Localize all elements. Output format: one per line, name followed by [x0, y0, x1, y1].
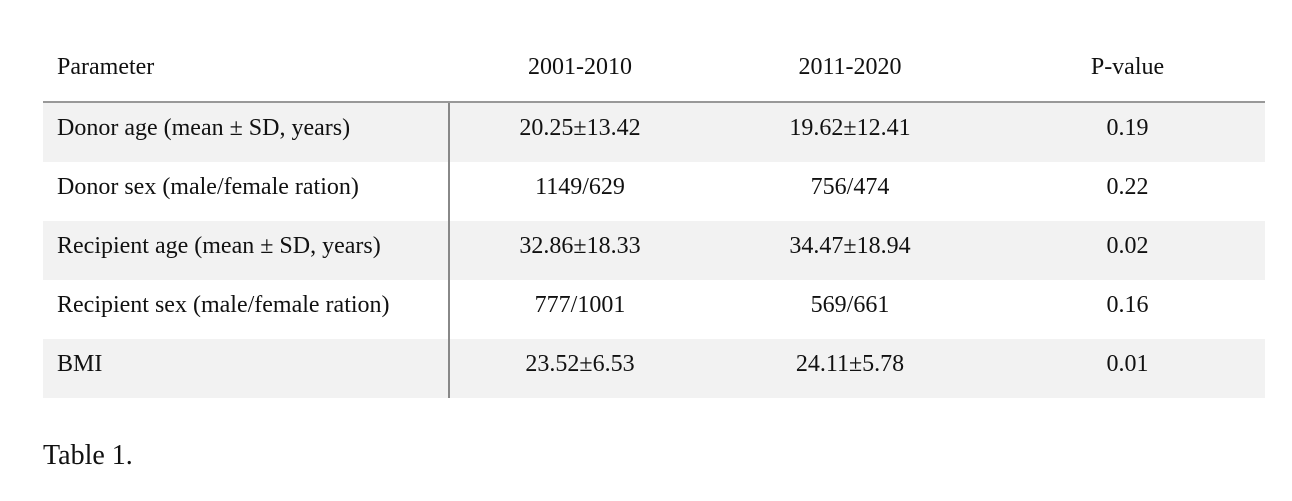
- table-cell: Donor sex (male/female ration): [43, 162, 450, 221]
- table-cell: 32.86±18.33: [519, 233, 641, 259]
- table-cell: Recipient age (mean ± SD, years): [43, 221, 450, 280]
- table-cell: Recipient sex (male/female ration): [43, 280, 450, 339]
- table-cell: 569/661: [810, 292, 890, 318]
- table: Parameter 2001-2010 2011-2020 P-value Donor …: [43, 44, 1265, 398]
- header-cell: P-value: [1090, 54, 1165, 80]
- table-cell: Donor age (mean ± SD, years): [43, 103, 450, 162]
- table-cell: 34.47±18.94: [789, 233, 911, 259]
- table-cell: 0.19: [1106, 115, 1149, 141]
- table-cell: 23.52±6.53: [525, 351, 635, 377]
- table-row: Recipient age (mean ± SD, years) 32.86±18…: [43, 221, 1265, 280]
- caption: Table 1.: [43, 440, 133, 471]
- table-cell: 24.11±5.78: [795, 351, 905, 377]
- header-row: Parameter 2001-2010 2011-2020 P-value: [43, 44, 1265, 103]
- table-row: Donor age (mean ± SD, years) 20.25±13.42 1…: [43, 103, 1265, 162]
- header-cell: 2011-2020: [798, 54, 902, 80]
- table-row: Recipient sex (male/female ration) 777/10…: [43, 280, 1265, 339]
- table-cell: 777/1001: [534, 292, 626, 318]
- table-row: BMI 23.52±6.53 24.11±5.78 0.01: [43, 339, 1265, 398]
- table-row: Donor sex (male/female ration) 1149/629 75…: [43, 162, 1265, 221]
- header-cell: Parameter: [57, 54, 155, 80]
- header-cell: 2001-2010: [528, 54, 632, 80]
- table-cell: 0.22: [1106, 174, 1149, 200]
- table-cell: 0.16: [1106, 292, 1149, 318]
- table-cell: 0.02: [1106, 233, 1149, 259]
- table-cell: 0.01: [1106, 351, 1149, 377]
- table-cell: 756/474: [810, 174, 890, 200]
- table-cell: 19.62±12.41: [789, 115, 911, 141]
- table-cell: BMI: [43, 339, 450, 398]
- table-cell: 1149/629: [535, 174, 625, 200]
- table-cell: 20.25±13.42: [519, 115, 641, 141]
